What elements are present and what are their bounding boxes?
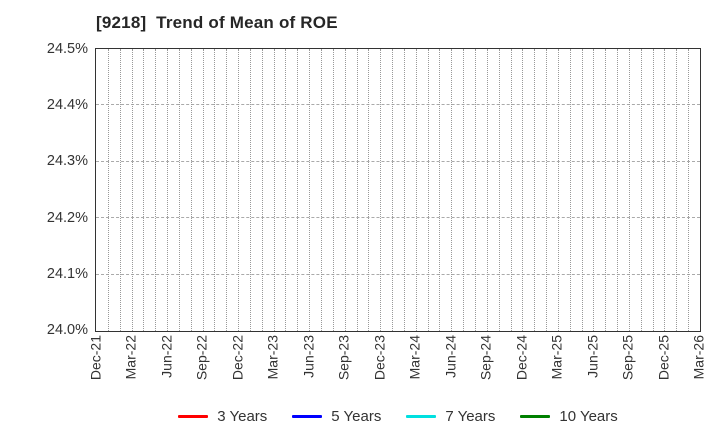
y-tick-label: 24.5% (46, 41, 88, 57)
gridline-horizontal (96, 160, 700, 162)
legend: 3 Years 5 Years 7 Years 10 Years (95, 403, 701, 429)
gridline-vertical (202, 49, 204, 331)
gridline-vertical (143, 49, 145, 331)
legend-line-icon (178, 414, 209, 418)
gridline-vertical (214, 49, 216, 331)
gridline-horizontal (96, 273, 700, 275)
gridline-vertical (522, 49, 524, 331)
gridline-vertical (628, 49, 630, 331)
gridline-vertical (155, 49, 157, 331)
legend-item-10-years: 10 Years (520, 407, 618, 425)
x-tick-label: Jun-23 (300, 335, 317, 378)
gridline-vertical (190, 49, 192, 331)
y-tick-label: 24.1% (46, 265, 88, 282)
gridline-vertical (356, 49, 358, 331)
gridline-vertical (297, 49, 299, 331)
gridline-vertical (226, 49, 228, 331)
x-tick-label: Mar-26 (690, 335, 707, 380)
x-tick-label: Dec-25 (655, 335, 672, 381)
gridline-vertical (309, 49, 311, 331)
y-tick-label: 24.0% (46, 322, 88, 338)
gridline-vertical (451, 49, 453, 331)
gridline-vertical (486, 49, 488, 331)
plot-area (95, 48, 701, 332)
gridline-vertical (392, 49, 394, 331)
gridline-vertical (238, 49, 240, 331)
gridline-vertical (403, 49, 405, 331)
gridline-vertical (178, 49, 180, 331)
legend-item-5-years: 5 Years (292, 408, 381, 425)
gridline-vertical (380, 49, 382, 331)
legend-line-icon (520, 414, 551, 418)
x-tick-label: Sep-25 (619, 335, 636, 381)
x-tick-label: Dec-23 (371, 335, 388, 381)
gridline-vertical (605, 49, 607, 331)
x-tick-label: Dec-24 (513, 335, 530, 381)
gridline-vertical (167, 49, 169, 331)
x-tick-label: Dec-22 (229, 335, 246, 381)
x-tick-label: Mar-25 (548, 335, 565, 380)
gridline-vertical (107, 49, 109, 331)
x-tick-label: Mar-23 (264, 335, 281, 380)
gridline-vertical (119, 49, 121, 331)
y-tick-label: 24.3% (46, 153, 88, 170)
x-tick-label: Dec-21 (87, 335, 104, 381)
gridline-horizontal (96, 104, 700, 106)
gridline-vertical (664, 49, 666, 331)
x-tick-label: Mar-22 (122, 335, 139, 380)
gridline-vertical (321, 49, 323, 331)
gridline-horizontal (96, 217, 700, 219)
gridline-vertical (546, 49, 548, 331)
gridline-vertical (332, 49, 334, 331)
gridline-vertical (131, 49, 133, 331)
gridline-vertical (427, 49, 429, 331)
legend-line-icon (292, 414, 323, 418)
gridline-vertical (498, 49, 500, 331)
gridline-vertical (676, 49, 678, 331)
gridline-vertical (368, 49, 370, 331)
gridline-vertical (285, 49, 287, 331)
gridline-vertical (474, 49, 476, 331)
gridline-vertical (534, 49, 536, 331)
x-tick-label: Sep-22 (193, 335, 210, 381)
x-tick-label: Jun-24 (442, 335, 459, 378)
y-axis-labels: 24.0% 24.1% 24.2% 24.3% 24.4% 24.5% (0, 41, 88, 338)
gridline-vertical (617, 49, 619, 331)
legend-item-3-years: 3 Years (178, 408, 267, 425)
legend-line-icon (406, 414, 437, 418)
legend-label: 7 Years (445, 407, 496, 425)
x-tick-label: Jun-25 (584, 335, 601, 378)
gridline-vertical (593, 49, 595, 331)
gridline-vertical (261, 49, 263, 331)
legend-label: 3 Years (217, 407, 268, 425)
gridline-vertical (463, 49, 465, 331)
x-tick-label: Sep-23 (335, 335, 352, 381)
x-tick-label: Jun-22 (158, 335, 175, 378)
x-axis-labels: Dec-21 Mar-22 Jun-22 Sep-22 Dec-22 Mar-23 Jun-… (88, 335, 707, 397)
gridline-vertical (510, 49, 512, 331)
y-tick-label: 24.4% (46, 97, 88, 114)
legend-item-7-years: 7 Years (406, 408, 495, 425)
y-tick-label: 24.2% (46, 209, 88, 226)
legend-label: 5 Years (331, 407, 382, 425)
x-tick-label: Mar-24 (406, 335, 423, 380)
gridline-vertical (439, 49, 441, 331)
gridline-vertical (688, 49, 690, 331)
chart-title: [9218] Trend of Mean of ROE (96, 13, 338, 32)
gridline-vertical (344, 49, 346, 331)
gridline-vertical (273, 49, 275, 331)
gridline-vertical (557, 49, 559, 331)
x-tick-label: Sep-24 (477, 335, 494, 381)
gridline-vertical (249, 49, 251, 331)
gridline-vertical (415, 49, 417, 331)
legend-label: 10 Years (559, 407, 618, 425)
gridline-vertical (569, 49, 571, 331)
gridline-vertical (652, 49, 654, 331)
gridline-vertical (581, 49, 583, 331)
gridline-vertical (640, 49, 642, 331)
